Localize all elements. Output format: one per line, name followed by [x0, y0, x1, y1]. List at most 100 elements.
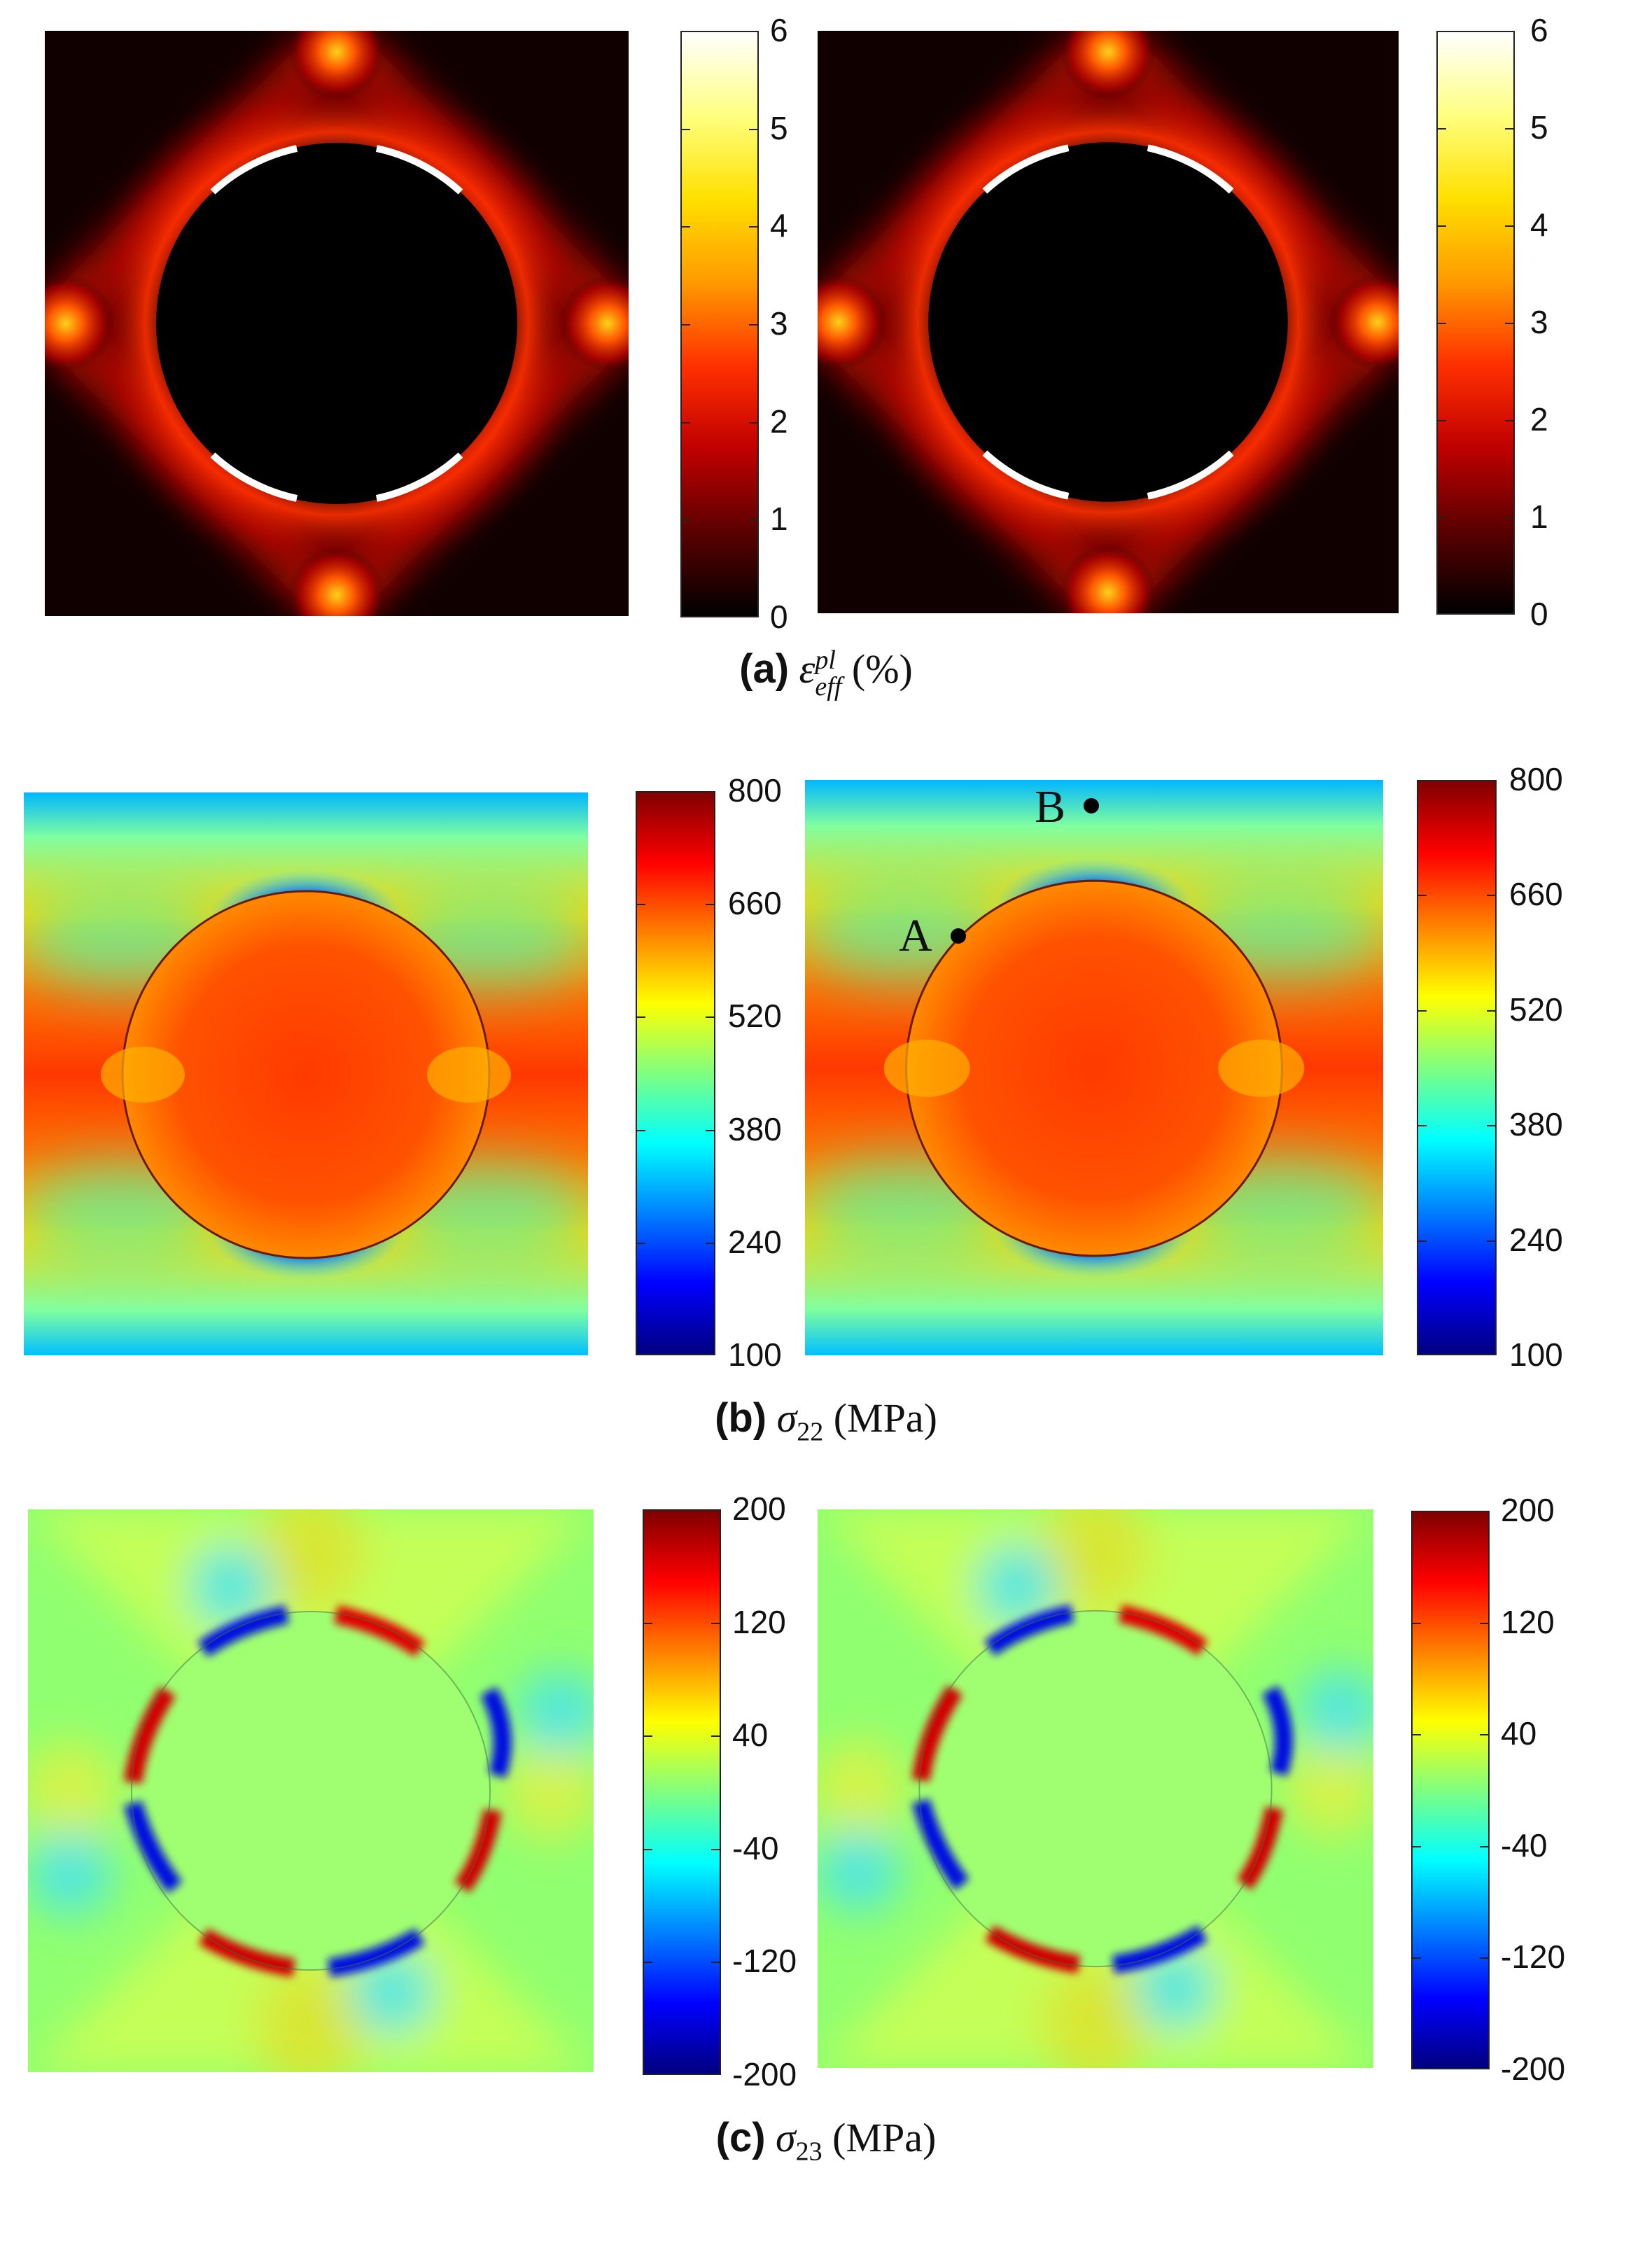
marker-dot-b [1084, 798, 1099, 813]
colorbar-tick-label: 40 [732, 1717, 769, 1754]
colorbar-tick-mark [749, 324, 759, 326]
stress22-map-right [805, 780, 1383, 1355]
colorbar-tick-label: -120 [732, 1943, 797, 1980]
colorbar-tick-label: 800 [728, 772, 782, 809]
colorbar-tick-label: 520 [1509, 991, 1563, 1028]
colorbar-tick-mark [1487, 1240, 1497, 1242]
colorbar-tick-mark [1505, 128, 1515, 130]
colorbar-tick-mark [1417, 895, 1427, 897]
marker-label-a: A [899, 910, 932, 961]
colorbar-tick-label: 240 [1509, 1221, 1563, 1258]
colorbar-tick-mark [680, 421, 690, 424]
caption-c-letter: (c) [715, 2115, 766, 2160]
colorbar-tick-mark [1487, 1125, 1497, 1127]
colorbar-tick-label: 800 [1509, 761, 1563, 797]
colorbar-tick-label: 6 [1530, 12, 1548, 48]
caption-a-unit: (%) [851, 646, 913, 692]
colorbar-tick-label: 6 [770, 12, 788, 48]
colorbar-tick-mark [1411, 1845, 1421, 1847]
colorbar-tick-label: 100 [1509, 1336, 1563, 1373]
colorbar-tick-mark [711, 1735, 721, 1738]
colorbar-tick-mark [1480, 1734, 1490, 1736]
marker-label-b: B [1035, 781, 1066, 832]
colorbar-tick-mark [749, 128, 759, 130]
colorbar-tick-label: 5 [1530, 109, 1548, 146]
colorbar-tick-label: 3 [1530, 304, 1548, 340]
colorbar-tick-mark [636, 1016, 645, 1019]
colorbar-tick-label: 380 [728, 1110, 782, 1147]
colorbar-tick-mark [636, 904, 645, 906]
colorbar-tick-label: 5 [770, 109, 788, 146]
caption-b-sub: 22 [797, 1417, 824, 1447]
colorbar-tick-mark [711, 1962, 721, 1964]
caption-a-letter: (a) [739, 646, 790, 692]
caption-c-symbol: σ [776, 2115, 796, 2160]
colorbar-tick-mark [1480, 1957, 1490, 1959]
colorbar-tick-label: 1 [1530, 498, 1548, 535]
colorbar-tick-label: 240 [728, 1223, 782, 1260]
caption-b: (b) σ22 (MPa) [0, 1395, 1652, 1448]
stress22-map-left [24, 792, 588, 1355]
colorbar-a-right [1436, 31, 1515, 615]
colorbar-tick-label: 3 [770, 305, 788, 342]
caption-c-unit: (MPa) [832, 2115, 937, 2160]
colorbar-tick-label: 0 [770, 599, 788, 635]
colorbar-tick-mark [1411, 1622, 1421, 1624]
colorbar-a-left [680, 31, 759, 617]
colorbar-tick-mark [636, 1242, 645, 1244]
colorbar-tick-label: 660 [1509, 876, 1563, 913]
colorbar-tick-mark [1417, 1240, 1427, 1242]
colorbar-tick-label: 40 [1501, 1715, 1537, 1752]
colorbar-tick-mark [1480, 1845, 1490, 1847]
colorbar-tick-mark [1436, 128, 1446, 130]
strain-map-right [818, 31, 1399, 613]
colorbar-tick-mark [1436, 225, 1446, 227]
colorbar-tick-mark [1411, 1734, 1421, 1736]
colorbar-tick-mark [643, 1962, 652, 1964]
caption-b-unit: (MPa) [833, 1395, 937, 1441]
colorbar-tick-mark [680, 226, 690, 228]
colorbar-tick-mark [1417, 1009, 1427, 1012]
colorbar-tick-mark [711, 1622, 721, 1624]
colorbar-tick-label: -120 [1501, 1938, 1566, 1976]
colorbar-tick-mark [636, 1129, 645, 1131]
colorbar-tick-mark [749, 421, 759, 424]
marker-dot-a [951, 928, 966, 944]
colorbar-tick-mark [711, 1848, 721, 1850]
colorbar-tick-label: 4 [1530, 207, 1548, 243]
colorbar-tick-label: 380 [1509, 1106, 1563, 1143]
caption-c: (c) σ23 (MPa) [0, 2114, 1652, 2167]
colorbar-tick-label: 0 [1530, 596, 1548, 632]
colorbar-tick-mark [1505, 420, 1515, 421]
colorbar-c-right [1411, 1511, 1490, 2069]
caption-a-sup: pl [815, 645, 836, 675]
colorbar-tick-mark [1436, 323, 1446, 324]
colorbar-tick-mark [749, 519, 759, 522]
colorbar-tick-mark [1505, 517, 1515, 519]
colorbar-tick-mark [749, 226, 759, 228]
colorbar-tick-mark [1411, 1957, 1421, 1959]
colorbar-tick-mark [643, 1848, 652, 1850]
colorbar-tick-mark [1487, 1009, 1497, 1012]
colorbar-tick-label: 200 [732, 1490, 786, 1527]
colorbar-tick-label: -40 [1501, 1826, 1548, 1864]
colorbar-tick-mark [706, 1129, 715, 1131]
colorbar-tick-label: 2 [1530, 401, 1548, 438]
colorbar-tick-label: -40 [732, 1829, 779, 1866]
colorbar-tick-mark [706, 904, 715, 906]
colorbar-tick-label: 1 [770, 501, 788, 538]
colorbar-tick-label: 200 [1501, 1492, 1555, 1528]
colorbar-tick-label: 100 [728, 1336, 782, 1373]
colorbar-tick-label: 660 [728, 885, 782, 922]
colorbar-b-left [636, 791, 715, 1355]
caption-a-symbol: ε [799, 646, 816, 692]
caption-b-symbol: σ [776, 1395, 797, 1441]
stress23-map-right [818, 1509, 1373, 2068]
colorbar-tick-mark [680, 128, 690, 130]
stress23-map-left [28, 1509, 594, 2072]
colorbar-tick-mark [1417, 1125, 1427, 1127]
colorbar-tick-mark [1487, 895, 1497, 897]
colorbar-c-left [643, 1509, 721, 2075]
colorbar-tick-label: 120 [1501, 1603, 1555, 1640]
colorbar-tick-mark [1436, 420, 1446, 421]
